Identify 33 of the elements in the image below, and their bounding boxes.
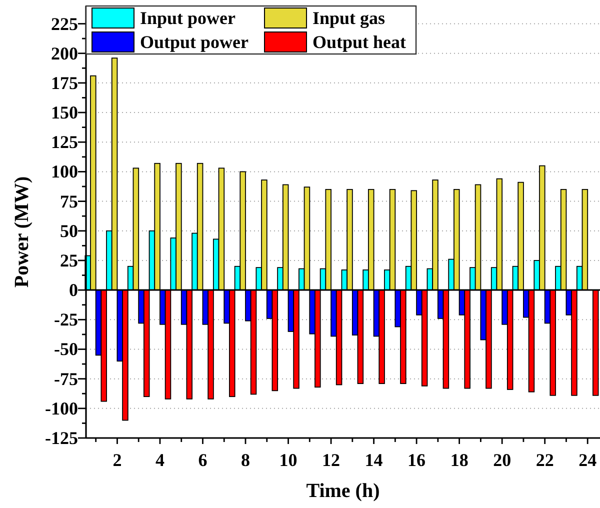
y-tick-label: -50 xyxy=(54,339,78,360)
x-tick-label: 24 xyxy=(578,450,597,470)
y-tick-label: -100 xyxy=(45,398,78,418)
legend-label: Input power xyxy=(140,8,236,28)
y-tick-label: 200 xyxy=(51,43,78,64)
x-tick-label: 20 xyxy=(493,450,512,470)
y-tick-label: 25 xyxy=(60,250,78,270)
legend-label: Output heat xyxy=(312,32,406,52)
x-tick-label: 12 xyxy=(322,450,340,470)
x-tick-label: 18 xyxy=(450,450,468,470)
x-tick-label: 16 xyxy=(408,450,426,470)
x-tick-label: 4 xyxy=(155,450,164,470)
y-tick-label: 175 xyxy=(51,72,78,93)
y-tick-label: 125 xyxy=(51,132,78,152)
legend-label: Output power xyxy=(140,32,249,52)
x-tick-label: 6 xyxy=(198,450,208,470)
x-tick-label: 8 xyxy=(241,450,250,470)
y-tick-label: -75 xyxy=(54,368,78,389)
y-tick-label: 75 xyxy=(60,191,78,212)
y-tick-label: -125 xyxy=(45,428,78,448)
y-tick-label: 50 xyxy=(60,220,78,241)
y-tick-label: -25 xyxy=(54,310,78,330)
x-tick-label: 2 xyxy=(112,450,122,470)
y-tick-label: 225 xyxy=(51,14,78,34)
y-tick-label: 150 xyxy=(51,102,78,123)
y-tick-label: 100 xyxy=(51,162,78,182)
x-tick-label: 14 xyxy=(364,450,383,470)
y-axis-title: Power (MW) xyxy=(11,176,33,288)
y-tick-label: 0 xyxy=(69,280,78,300)
x-tick-label: 22 xyxy=(536,450,554,470)
x-axis-title: Time (h) xyxy=(306,480,380,502)
x-tick-label: 10 xyxy=(279,450,298,470)
legend-label: Input gas xyxy=(312,8,386,28)
